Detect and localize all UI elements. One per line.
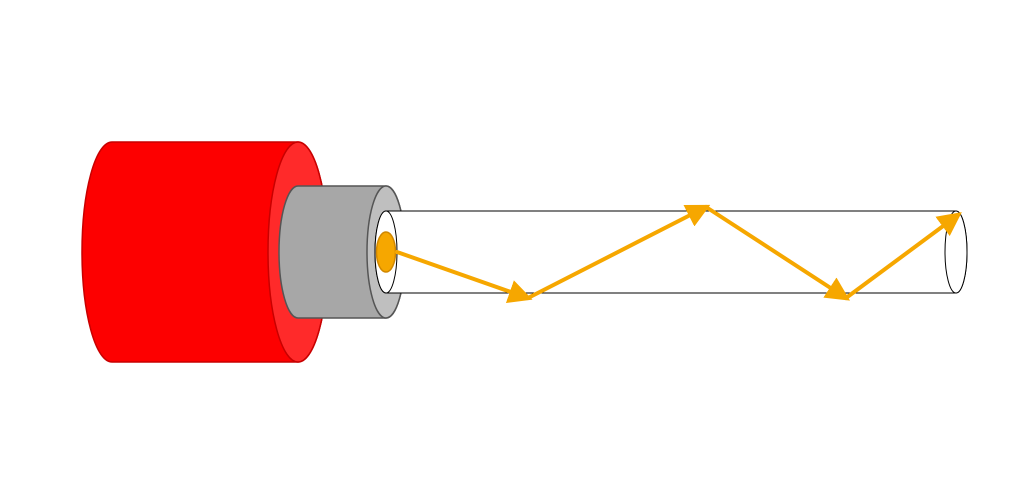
core-face xyxy=(377,232,396,272)
fiber-optic-cable-diagram xyxy=(0,0,1024,504)
